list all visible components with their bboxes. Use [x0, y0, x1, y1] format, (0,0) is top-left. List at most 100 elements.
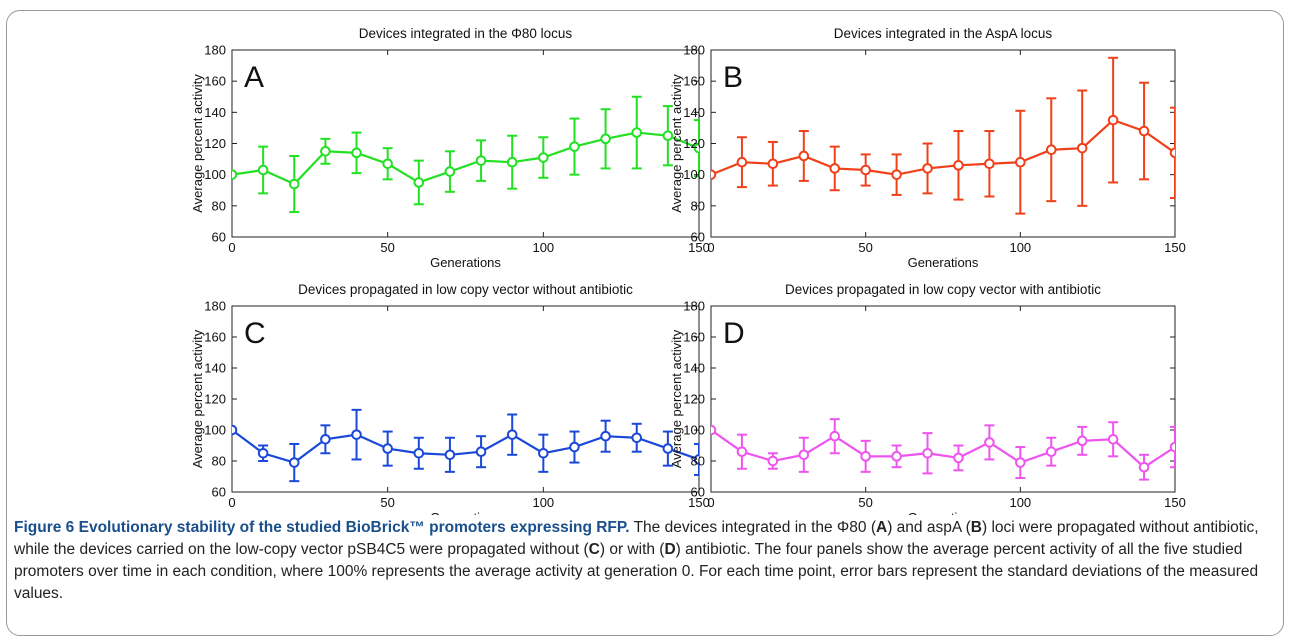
y-tick-label-d: 80 — [691, 454, 705, 469]
data-point — [1138, 461, 1150, 473]
y-tick-label-a: 180 — [204, 43, 226, 58]
data-point — [631, 432, 643, 444]
data-point — [829, 163, 841, 174]
data-point — [320, 145, 331, 157]
y-tick-label-c: 160 — [204, 330, 226, 345]
data-point — [538, 447, 549, 459]
panel-title-a: Devices integrated in the Φ80 locus — [359, 26, 573, 41]
x-tick-label-d: 50 — [858, 495, 872, 510]
panel-letter-d: D — [723, 317, 745, 350]
data-point — [860, 164, 871, 176]
y-tick-label-b: 180 — [683, 43, 705, 58]
caption-ref-a: A — [876, 519, 888, 536]
y-tick-label-c: 180 — [204, 299, 226, 314]
data-point — [413, 177, 425, 188]
x-tick-label-d: 100 — [1009, 495, 1031, 510]
data-point — [475, 155, 487, 166]
data-point — [1045, 446, 1057, 458]
data-point — [891, 169, 902, 180]
data-point — [1169, 147, 1175, 159]
data-point — [767, 455, 779, 467]
plot-frame-c — [231, 305, 700, 493]
data-point — [711, 169, 717, 180]
data-point — [351, 429, 362, 440]
caption-text-4: ) or with ( — [599, 541, 665, 558]
x-tick-label-a: 150 — [688, 240, 710, 255]
y-tick-label-d: 140 — [683, 361, 705, 376]
x-axis-label-a: Generations — [430, 255, 501, 270]
data-point — [232, 169, 238, 180]
caption-text-5: ) antibiotic. The four panels show the a… — [14, 541, 1259, 602]
plot-frame-a — [231, 49, 700, 238]
data-point — [1015, 156, 1026, 168]
data-point — [600, 133, 611, 145]
data-point — [413, 447, 425, 459]
y-tick-label-a: 120 — [204, 136, 226, 151]
caption-figure-label: Figure 6 — [14, 519, 75, 536]
y-tick-label-c: 140 — [204, 361, 226, 376]
data-point — [1169, 441, 1175, 453]
data-point — [444, 166, 456, 177]
caption-ref-d: D — [664, 541, 676, 558]
data-point — [736, 446, 748, 458]
y-tick-label-b: 120 — [683, 136, 705, 151]
x-tick-label-c: 0 — [228, 495, 235, 510]
data-point — [506, 156, 518, 168]
series-line-b — [711, 118, 1175, 176]
x-axis-label-b: Generations — [908, 255, 979, 270]
data-point — [922, 163, 933, 174]
data-point — [953, 452, 964, 464]
panel-a: Devices integrated in the Φ80 locus A 60 80… — [190, 26, 710, 270]
caption-figure-title: Evolutionary stability of the studied Bi… — [78, 519, 630, 536]
x-tick-label-a: 100 — [532, 240, 554, 255]
data-point — [891, 451, 902, 462]
y-tick-label-a: 60 — [212, 230, 226, 245]
x-tick-label-b: 0 — [707, 240, 714, 255]
x-tick-label-a: 50 — [380, 240, 394, 255]
series-line-d — [711, 429, 1175, 469]
data-point — [798, 150, 810, 162]
caption-text-2: ) and aspA ( — [887, 519, 971, 536]
plot-frame-b — [710, 49, 1176, 238]
data-point — [1107, 114, 1119, 126]
y-tick-label-c: 60 — [212, 485, 226, 500]
data-point — [538, 152, 549, 163]
y-axis-label-a: Average percent activity — [190, 74, 205, 213]
data-point — [288, 457, 300, 468]
data-point — [711, 424, 717, 436]
data-point — [631, 127, 643, 138]
y-axis-label-b: Average percent activity — [669, 74, 684, 213]
x-tick-label-d: 0 — [707, 495, 714, 510]
data-point — [320, 434, 331, 445]
figure-frame — [6, 10, 1284, 636]
data-point — [600, 430, 611, 442]
y-tick-label-b: 60 — [691, 230, 705, 245]
x-tick-label-b: 50 — [858, 240, 872, 255]
data-point — [736, 156, 748, 168]
data-point — [232, 424, 238, 436]
data-point — [922, 447, 933, 459]
data-point — [1076, 435, 1088, 447]
data-point — [693, 454, 699, 465]
series-b — [711, 56, 1175, 215]
y-tick-label-b: 140 — [683, 105, 705, 120]
y-tick-label-b: 80 — [691, 198, 705, 213]
y-tick-label-c: 80 — [212, 454, 226, 469]
data-point — [382, 158, 393, 170]
data-point — [444, 449, 456, 461]
panel-title-c: Devices propagated in low copy vector wi… — [298, 282, 633, 297]
x-tick-label-c: 150 — [688, 495, 710, 510]
panel-b: Devices integrated in the AspA locus B 60 8… — [669, 26, 1186, 270]
y-tick-label-b: 160 — [683, 74, 705, 89]
data-point — [382, 443, 393, 454]
panel-letter-c: C — [244, 317, 266, 350]
data-point — [860, 451, 871, 462]
data-point — [662, 443, 674, 454]
series-line-c — [232, 429, 699, 464]
data-point — [1076, 142, 1088, 154]
data-point — [829, 430, 841, 442]
data-point — [1107, 434, 1119, 445]
caption-text-3: ) loci were propagated without antibioti… — [14, 519, 1259, 558]
panel-title-b: Devices integrated in the AspA locus — [834, 26, 1053, 41]
x-tick-label-c: 50 — [380, 495, 394, 510]
